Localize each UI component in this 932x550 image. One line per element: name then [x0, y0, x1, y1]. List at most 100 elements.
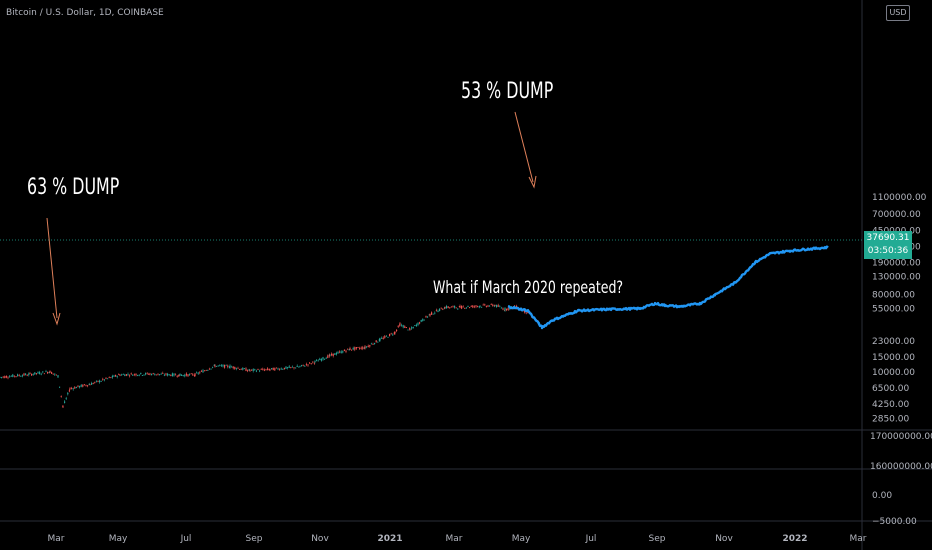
candle-body — [232, 366, 234, 369]
candle-body — [500, 307, 502, 309]
candle-body — [427, 316, 429, 318]
candle-body — [304, 365, 306, 367]
candle-body — [194, 373, 196, 377]
candle-body — [299, 366, 301, 368]
candle-body — [213, 364, 215, 366]
candle-body — [275, 367, 277, 369]
current-price-value: 37690.31 — [866, 233, 910, 243]
candle-body — [382, 337, 384, 339]
candle-body — [15, 376, 17, 377]
candle-body — [102, 378, 104, 380]
candle-body — [449, 307, 451, 309]
candle-body — [317, 360, 319, 362]
candle-body — [409, 329, 411, 331]
candle-body — [332, 353, 334, 357]
candle-body — [490, 304, 492, 305]
candle-body — [381, 337, 383, 339]
candle-body — [37, 372, 39, 374]
candle-body — [25, 373, 27, 375]
candle-body — [125, 374, 127, 376]
candle-body — [473, 306, 475, 308]
time-tick-label: Mar — [850, 534, 867, 544]
candle-body — [110, 377, 112, 379]
candle-body — [492, 304, 494, 307]
candle-body — [52, 373, 54, 375]
candle-body — [450, 306, 452, 308]
time-tick-label: Mar — [48, 534, 65, 544]
candle-body — [43, 373, 45, 375]
candle-body — [447, 306, 449, 308]
candle-body — [160, 373, 162, 375]
candle-body — [352, 347, 354, 350]
candle-body — [42, 371, 44, 373]
symbol-legend[interactable]: Bitcoin / U.S. Dollar, 1D, COINBASE — [6, 8, 164, 18]
candle-body — [190, 373, 192, 375]
candle-body — [345, 350, 347, 352]
time-axis[interactable]: Mar May Jul Sep Nov 2021 Mar May Jul Sep Nov 2022 Ma… — [48, 534, 867, 544]
currency-badge[interactable]: USD — [886, 5, 910, 21]
candle-body — [231, 366, 233, 368]
candle-body — [12, 374, 14, 377]
candle-body — [291, 366, 293, 368]
candle-body — [324, 358, 326, 360]
candle-body — [390, 333, 392, 335]
candle-body — [415, 324, 417, 327]
candle-body — [364, 346, 366, 349]
candle-body — [274, 368, 276, 371]
annotation-53-dump: 53 % DUMP — [461, 79, 554, 104]
candle-body — [152, 373, 154, 374]
candle-body — [219, 364, 221, 366]
candle-body — [108, 377, 110, 378]
candle-body — [269, 369, 271, 371]
candle-body — [335, 352, 337, 355]
candle-body — [137, 374, 139, 376]
candle-body — [305, 364, 307, 365]
time-tick-label: Nov — [311, 534, 329, 544]
candle-body — [133, 373, 135, 375]
price-axis[interactable]: 1100000.00700000.00450000.00290000.00190… — [872, 193, 927, 425]
candle-body — [477, 306, 479, 307]
candle-body — [479, 305, 481, 307]
candle-body — [254, 369, 256, 370]
candle-body — [141, 375, 143, 376]
candle-body — [280, 368, 282, 370]
candle-body — [82, 384, 84, 387]
candle-body — [28, 373, 30, 376]
candle-body — [502, 308, 504, 310]
candle-body — [389, 333, 391, 337]
candle-body — [167, 373, 169, 376]
candle-body — [124, 374, 126, 377]
candle-body — [251, 369, 253, 371]
candle-body — [497, 305, 499, 307]
candle-body — [178, 374, 180, 377]
projection-line — [507, 245, 829, 330]
candle-body — [496, 304, 498, 308]
candle-body — [157, 373, 159, 375]
candle-body — [369, 345, 371, 347]
candle-body — [74, 387, 76, 389]
candle-body — [340, 351, 342, 354]
candle-body — [87, 385, 89, 387]
candle-body — [472, 305, 474, 308]
volume-tick-label: 160000000.00 — [870, 462, 932, 472]
candle-body — [31, 373, 33, 376]
candle-body — [279, 369, 281, 371]
candle-body — [475, 305, 477, 307]
candle-body — [214, 365, 216, 367]
candle-body — [135, 373, 137, 376]
candle-body — [385, 335, 387, 337]
candle-body — [322, 357, 324, 360]
candle-body — [21, 375, 23, 377]
candle-body — [204, 370, 206, 372]
candle-body — [175, 374, 177, 376]
candle-body — [100, 381, 102, 382]
candle-body — [355, 347, 357, 349]
candle-body — [212, 366, 214, 368]
candle-body — [200, 370, 202, 372]
candle-body — [182, 375, 184, 376]
candle-body — [429, 313, 431, 316]
candle-body — [469, 307, 471, 308]
candle-body — [375, 340, 377, 343]
candle-body — [320, 359, 322, 361]
